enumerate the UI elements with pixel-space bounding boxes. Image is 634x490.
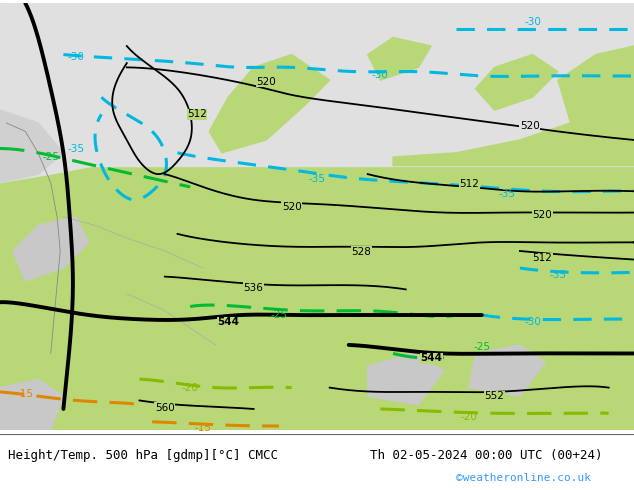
Polygon shape <box>558 46 634 131</box>
Text: -35: -35 <box>309 174 325 184</box>
Polygon shape <box>368 353 444 405</box>
Text: -30: -30 <box>524 17 541 27</box>
Text: -30: -30 <box>524 317 541 327</box>
Text: 528: 528 <box>351 247 372 257</box>
Text: 512: 512 <box>533 253 552 263</box>
Text: 520: 520 <box>533 210 552 221</box>
Text: -35: -35 <box>68 144 84 153</box>
Text: -25: -25 <box>271 310 287 320</box>
Text: -35: -35 <box>499 189 515 199</box>
Polygon shape <box>393 123 634 166</box>
Text: -20: -20 <box>461 412 477 421</box>
Text: 520: 520 <box>281 202 302 212</box>
Text: 560: 560 <box>155 403 175 413</box>
Text: Height/Temp. 500 hPa [gdmp][°C] CMCC: Height/Temp. 500 hPa [gdmp][°C] CMCC <box>8 449 278 462</box>
Text: -30: -30 <box>372 70 389 79</box>
Text: 552: 552 <box>484 391 505 401</box>
Text: -35: -35 <box>550 270 566 280</box>
Text: -15: -15 <box>17 389 34 399</box>
Text: 544: 544 <box>217 317 239 327</box>
Bar <box>0 3 634 166</box>
Text: 520: 520 <box>520 121 540 131</box>
Text: Th 02-05-2024 00:00 UTC (00+24): Th 02-05-2024 00:00 UTC (00+24) <box>370 449 602 462</box>
Text: 520: 520 <box>256 76 276 87</box>
Text: 512: 512 <box>459 179 479 189</box>
Polygon shape <box>368 38 431 80</box>
Text: 536: 536 <box>243 283 264 293</box>
Polygon shape <box>0 379 63 430</box>
Text: -25: -25 <box>42 152 59 162</box>
Text: -20: -20 <box>182 383 198 393</box>
Text: ©weatheronline.co.uk: ©weatheronline.co.uk <box>456 473 591 483</box>
Polygon shape <box>13 217 89 281</box>
Polygon shape <box>476 54 558 110</box>
Polygon shape <box>469 345 545 396</box>
Polygon shape <box>0 3 190 183</box>
Text: -30: -30 <box>68 52 84 62</box>
Polygon shape <box>0 110 63 183</box>
Text: 512: 512 <box>187 109 207 120</box>
Polygon shape <box>0 80 634 430</box>
Text: -25: -25 <box>474 342 490 352</box>
Text: 544: 544 <box>420 353 442 364</box>
Text: -15: -15 <box>195 423 211 433</box>
Polygon shape <box>209 54 330 153</box>
